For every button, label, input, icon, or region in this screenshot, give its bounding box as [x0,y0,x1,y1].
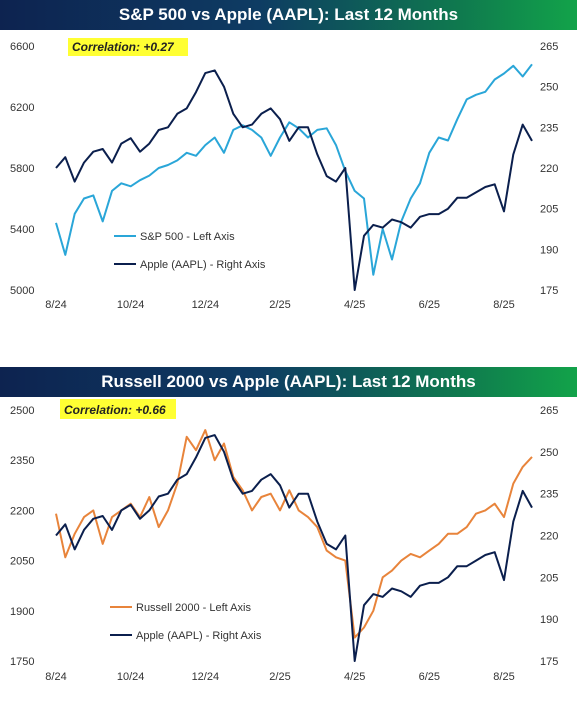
x-axis-tick-label: 10/24 [117,671,145,683]
left-axis-tick-label: 2200 [10,505,34,517]
right-axis-tick-label: 265 [540,405,558,417]
left-axis-tick-label: 2050 [10,556,34,568]
x-axis-tick-label: 6/25 [419,671,440,683]
legend-label: Apple (AAPL) - Right Axis [140,259,266,271]
correlation-label: Correlation: +0.66 [64,403,166,417]
left-axis-tick-label: 6600 [10,41,34,53]
left-axis-tick-label: 5800 [10,163,34,175]
right-axis-tick-label: 250 [540,447,558,459]
right-axis-tick-label: 175 [540,656,558,668]
x-axis-tick-label: 12/24 [192,299,220,311]
right-axis-tick-label: 220 [540,163,558,175]
left-axis-tick-label: 6200 [10,102,34,114]
correlation-label: Correlation: +0.27 [72,40,175,54]
correlation-highlight [68,38,188,56]
series-line-aapl [55,434,533,662]
chart-title: Russell 2000 vs Apple (AAPL): Last 12 Mo… [0,367,577,397]
x-axis-tick-label: 2/25 [269,299,290,311]
left-axis-tick-label: 2500 [10,405,34,417]
right-axis-tick-label: 175 [540,285,558,297]
correlation-highlight [60,399,176,419]
right-axis-tick-label: 205 [540,572,558,584]
chart-title: S&P 500 vs Apple (AAPL): Last 12 Months [0,0,577,30]
right-axis-tick-label: 235 [540,489,558,501]
x-axis-tick-label: 8/24 [45,671,66,683]
x-axis-tick-label: 8/25 [493,299,514,311]
series-line-aapl [55,69,533,291]
legend-label: S&P 500 - Left Axis [140,231,235,243]
right-axis-tick-label: 190 [540,614,558,626]
x-axis-tick-label: 4/25 [344,671,365,683]
x-axis-tick-label: 6/25 [419,299,440,311]
right-axis-tick-label: 220 [540,531,558,543]
right-axis-tick-label: 190 [540,244,558,256]
left-axis-tick-label: 5400 [10,224,34,236]
x-axis-tick-label: 12/24 [192,671,220,683]
x-axis-tick-label: 8/24 [45,299,66,311]
right-axis-tick-label: 235 [540,122,558,134]
right-axis-tick-label: 205 [540,204,558,216]
right-axis-tick-label: 265 [540,41,558,53]
x-axis-tick-label: 2/25 [269,671,290,683]
chart-russell2000-vs-aapl: 1750 1900 2050 2200 2350 2500 175 190 205 220 235 2… [10,399,558,683]
x-axis-tick-label: 8/25 [493,671,514,683]
legend-label: Russell 2000 - Left Axis [136,602,251,614]
series-line-index [55,63,533,276]
left-axis-tick-label: 5000 [10,285,34,297]
left-axis-tick-label: 1900 [10,606,34,618]
x-axis-tick-label: 10/24 [117,299,145,311]
chart-panel-russell2000: Russell 2000 vs Apple (AAPL): Last 12 Mo… [0,367,577,708]
right-axis-tick-label: 250 [540,82,558,94]
left-axis-tick-label: 2350 [10,455,34,467]
chart-sp500-vs-aapl: 5000 5400 5800 6200 6600 175 190 205 220 235 250 26… [10,38,558,311]
left-axis-tick-label: 1750 [10,656,34,668]
chart-panel-sp500: S&P 500 vs Apple (AAPL): Last 12 Months … [0,0,577,352]
x-axis-tick-label: 4/25 [344,299,365,311]
legend-label: Apple (AAPL) - Right Axis [136,630,262,642]
